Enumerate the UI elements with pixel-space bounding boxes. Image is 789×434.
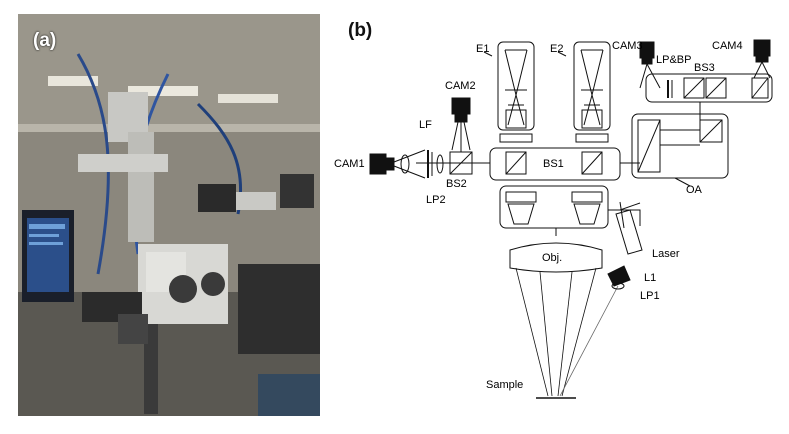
eyepiece-e1 bbox=[497, 41, 535, 131]
light-cone bbox=[515, 267, 619, 397]
objective-lens bbox=[509, 228, 603, 273]
laser bbox=[607, 201, 643, 290]
cam4 bbox=[753, 39, 771, 79]
oa-assembly bbox=[631, 113, 729, 187]
eyepiece-e2 bbox=[573, 41, 611, 131]
panel-a-label: (a) bbox=[33, 30, 57, 51]
cam1 bbox=[369, 149, 426, 179]
cam2 bbox=[451, 97, 471, 152]
panel-b-label: (b) bbox=[348, 20, 373, 41]
optical-schematic bbox=[320, 0, 789, 429]
microscope-photo bbox=[18, 14, 320, 416]
zoom-optics bbox=[499, 185, 609, 229]
cam3 bbox=[639, 41, 661, 89]
bs1-assembly bbox=[489, 147, 621, 181]
bs3-assembly bbox=[645, 73, 773, 120]
